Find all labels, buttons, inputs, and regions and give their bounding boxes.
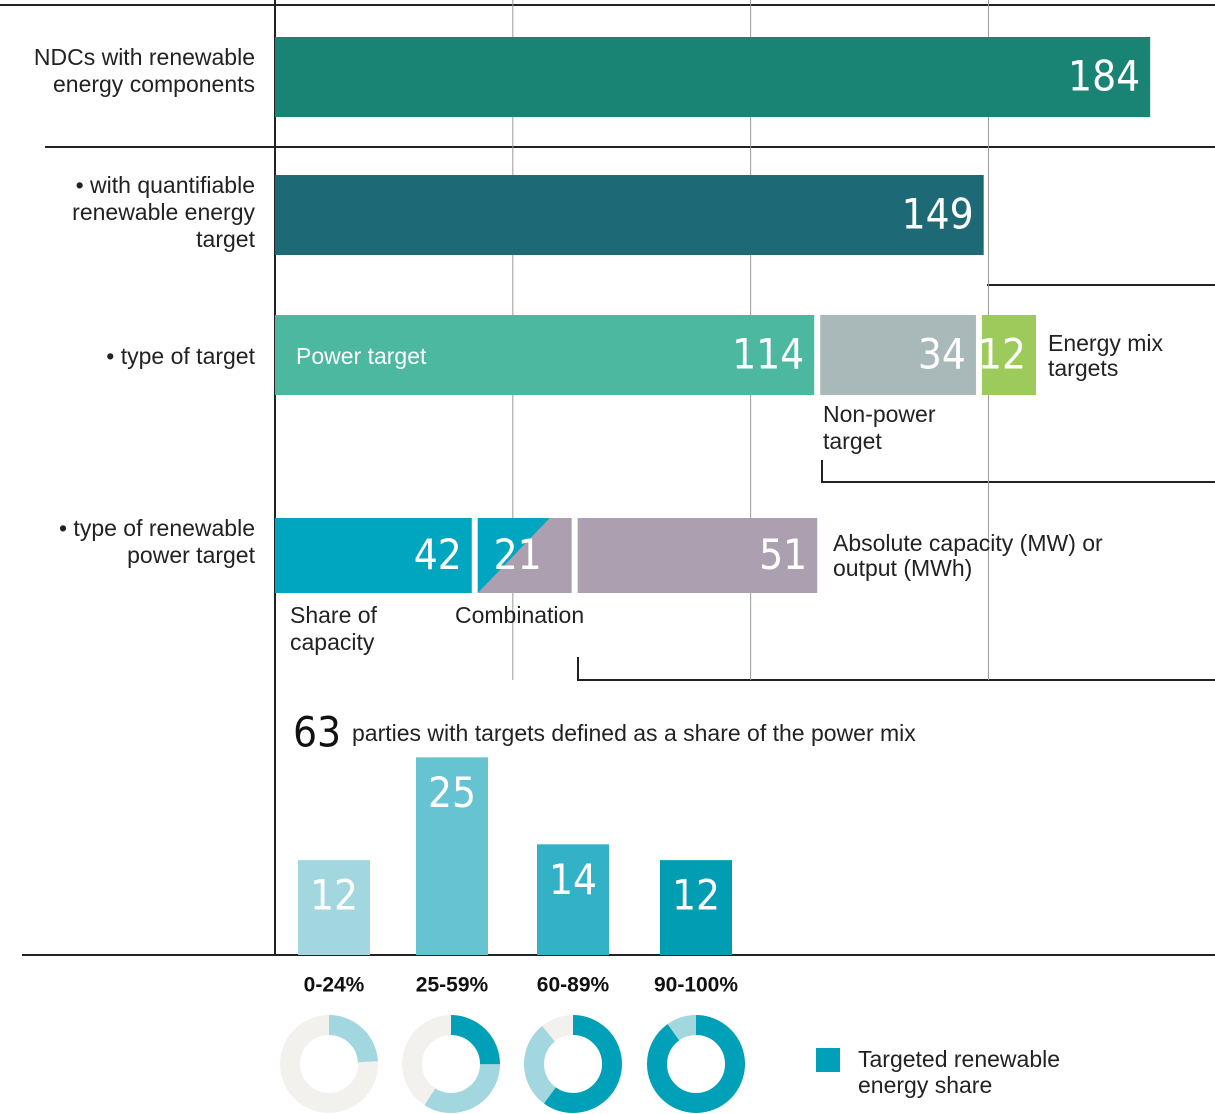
value-label: 42 bbox=[414, 530, 462, 579]
value-label: 51 bbox=[759, 530, 807, 579]
total: 63 bbox=[293, 708, 341, 757]
segment-label: Energy mix targets bbox=[1048, 330, 1164, 381]
segment-label: Combination bbox=[455, 602, 585, 628]
segment-label: Power target bbox=[296, 343, 427, 369]
bar-segment bbox=[981, 315, 1037, 395]
bar bbox=[537, 844, 609, 955]
bar-segment bbox=[275, 518, 472, 593]
value-label: 114 bbox=[732, 330, 804, 379]
value-label: 12 bbox=[978, 330, 1026, 379]
segment-label: Non-power target bbox=[823, 401, 936, 454]
value-label: 12 bbox=[310, 871, 358, 920]
row-label: NDCs with renewable energy components bbox=[33, 44, 255, 97]
bar bbox=[298, 860, 370, 955]
value-label: 12 bbox=[672, 871, 720, 920]
donut bbox=[647, 1015, 745, 1113]
donut-share bbox=[402, 1015, 500, 1113]
donut-range bbox=[524, 1015, 622, 1113]
subtitle: parties with targets defined as a share … bbox=[352, 720, 916, 746]
bar bbox=[416, 757, 488, 955]
value-label: 34 bbox=[918, 330, 966, 379]
donut bbox=[280, 1015, 378, 1113]
category-label: 25-59% bbox=[416, 974, 489, 997]
row-label: • with quantifiable renewable energy tar… bbox=[72, 172, 255, 252]
category-label: 90-100% bbox=[654, 974, 738, 997]
donut-range bbox=[402, 1015, 500, 1113]
bar-segment bbox=[275, 315, 815, 395]
bar-segment bbox=[820, 315, 976, 395]
donut bbox=[402, 1015, 500, 1113]
row-label: • type of renewable power target bbox=[58, 515, 255, 568]
segment-label: Absolute capacity (MW) or output (MWh) bbox=[833, 530, 1103, 581]
donut-range bbox=[280, 1015, 378, 1113]
category-label: 60-89% bbox=[537, 974, 610, 997]
bar-segment bbox=[577, 518, 818, 593]
legend-swatch bbox=[816, 1048, 840, 1072]
segment-label: Share of capacity bbox=[290, 602, 377, 655]
bar bbox=[660, 860, 732, 955]
value-label: 21 bbox=[494, 530, 542, 579]
donut-share bbox=[524, 1015, 622, 1113]
value-label: 25 bbox=[428, 768, 476, 817]
segment-part bbox=[477, 518, 550, 593]
donut-share bbox=[647, 1015, 745, 1113]
separators bbox=[0, 4, 1215, 956]
donut bbox=[524, 1015, 622, 1113]
value-label: 184 bbox=[1068, 52, 1140, 101]
bar-segment bbox=[477, 518, 572, 593]
legend-label: Targeted renewable energy share bbox=[858, 1046, 1061, 1098]
value-label: 149 bbox=[902, 190, 974, 239]
row-label: • type of target bbox=[106, 343, 255, 369]
bar-segment bbox=[275, 175, 984, 255]
bar-segment bbox=[275, 37, 1151, 117]
value-label: 14 bbox=[549, 855, 597, 904]
category-label: 0-24% bbox=[304, 974, 365, 997]
